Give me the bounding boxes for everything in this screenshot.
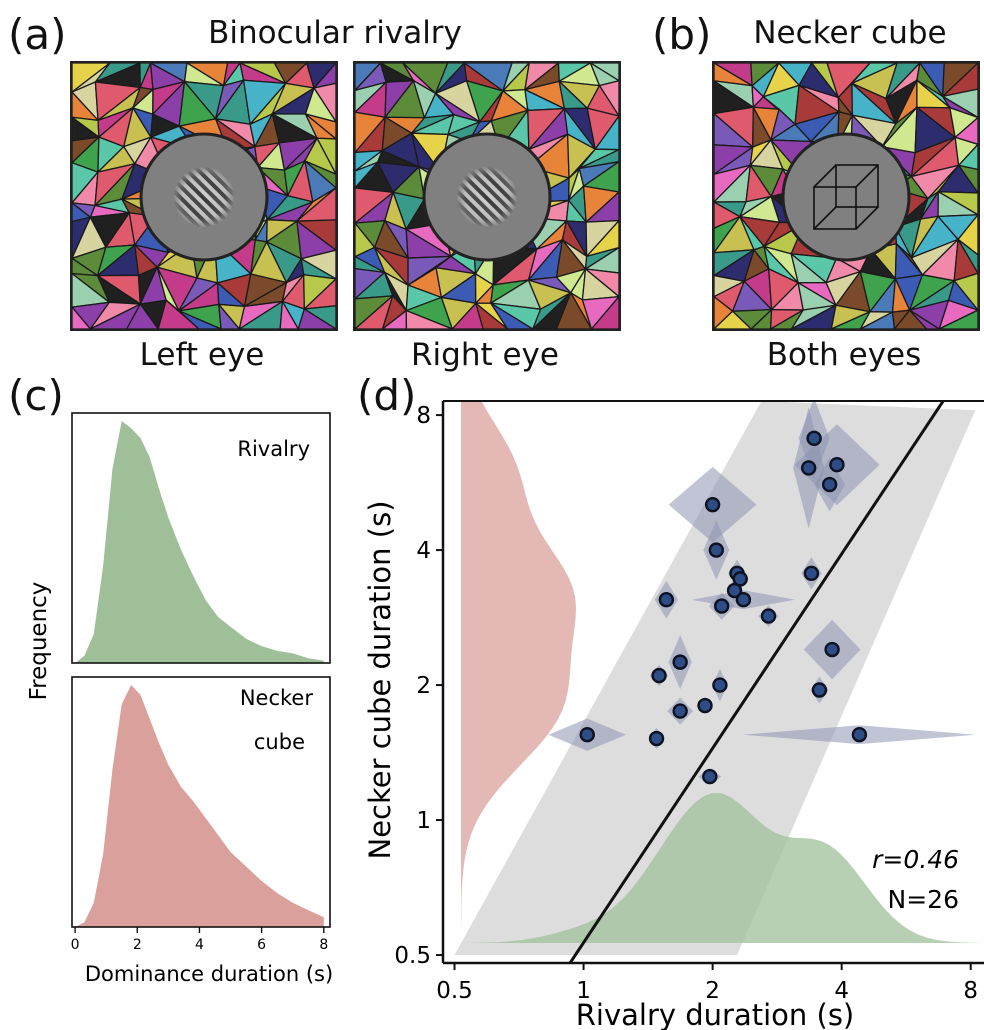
data-point bbox=[672, 703, 688, 719]
d-y-tick-label: 4 bbox=[416, 538, 431, 564]
data-point bbox=[803, 565, 820, 582]
c-x-tick-label: 0 bbox=[71, 937, 80, 953]
data-point bbox=[704, 496, 721, 513]
data-point bbox=[806, 430, 822, 447]
panel-c-xlabel: Dominance duration (s) bbox=[85, 962, 333, 986]
data-point bbox=[697, 697, 713, 714]
necker-label-line1: Necker bbox=[240, 686, 314, 710]
d-x-tick-label: 2 bbox=[705, 978, 720, 1004]
d-x-tick-label: 0.5 bbox=[436, 978, 473, 1004]
d-x-tick-label: 8 bbox=[963, 978, 978, 1004]
mosaic-tile bbox=[555, 291, 593, 329]
panel-d-chart: 0.5 1 2 4 8 0.5 1 2 4 8 Rivalry duration (s) Necker… bbox=[363, 400, 984, 1030]
data-point bbox=[800, 460, 817, 476]
c-bottom-density-area bbox=[75, 685, 324, 927]
data-point bbox=[712, 677, 728, 693]
left-eye-stimulus bbox=[70, 61, 338, 331]
r-annotation: r=0.46 bbox=[872, 845, 959, 874]
data-point bbox=[702, 768, 718, 785]
right-eye-stimulus bbox=[353, 61, 621, 331]
c-x-tick-label: 8 bbox=[319, 937, 328, 953]
mosaic-tile bbox=[909, 309, 941, 329]
regression-confidence-band bbox=[454, 401, 976, 955]
panel-c-ylabel: Frequency bbox=[26, 582, 52, 701]
mosaic-tile bbox=[125, 302, 159, 329]
left-eye-caption: Left eye bbox=[139, 337, 265, 373]
panel-a-letter: (a) bbox=[8, 10, 67, 59]
gray-disc bbox=[781, 132, 911, 262]
mosaic-tile bbox=[474, 301, 509, 329]
mosaic-tile bbox=[279, 299, 300, 329]
data-point bbox=[829, 457, 845, 473]
panel-c-chart: 0 2 4 6 8 Frequency Dominance duration (s) R… bbox=[26, 412, 333, 986]
data-point bbox=[579, 727, 595, 743]
mosaic-tile bbox=[590, 295, 619, 329]
data-point bbox=[651, 667, 667, 684]
data-point bbox=[760, 608, 777, 624]
panel-d-letter: (d) bbox=[357, 371, 417, 420]
d-x-tick-label: 1 bbox=[576, 978, 591, 1004]
d-y-tick-label: 2 bbox=[416, 673, 431, 699]
c-x-tick-label: 2 bbox=[133, 937, 142, 953]
d-y-tick-label: 1 bbox=[416, 808, 431, 834]
data-point bbox=[714, 598, 730, 614]
rivalry-marginal-density bbox=[443, 793, 982, 943]
d-y-tick-label: 0.5 bbox=[394, 943, 431, 969]
c-top-frame bbox=[71, 412, 331, 664]
data-point bbox=[708, 542, 725, 558]
data-point bbox=[648, 730, 665, 747]
mosaic-tile bbox=[297, 308, 336, 329]
necker-marginal-density bbox=[461, 401, 576, 963]
mosaic-tile bbox=[490, 302, 535, 329]
right-eye-caption: Right eye bbox=[411, 337, 559, 373]
mosaic-tile bbox=[405, 309, 453, 329]
necker-cube-stimulus bbox=[712, 61, 980, 331]
both-eyes-caption: Both eyes bbox=[766, 337, 922, 373]
panel-b-letter: (b) bbox=[652, 10, 712, 59]
d-xlabel: Rivalry duration (s) bbox=[576, 998, 855, 1030]
d-y-tick-label: 8 bbox=[416, 403, 431, 429]
data-point bbox=[732, 571, 748, 587]
regression-line bbox=[568, 401, 945, 963]
data-point bbox=[811, 682, 828, 698]
d-x-tick-label: 4 bbox=[834, 978, 849, 1004]
data-point bbox=[824, 641, 840, 658]
c-x-tick-label: 4 bbox=[195, 937, 204, 953]
panel-b-title: Necker cube bbox=[753, 15, 947, 51]
n-annotation: N=26 bbox=[888, 885, 959, 914]
mosaic-tile bbox=[178, 310, 222, 329]
data-point bbox=[658, 592, 675, 608]
rivalry-label: Rivalry bbox=[237, 437, 310, 461]
left-eye-mosaic bbox=[72, 63, 336, 329]
necker-mosaic bbox=[714, 63, 978, 329]
data-point bbox=[821, 476, 838, 493]
data-point bbox=[672, 654, 688, 670]
mosaic-tile bbox=[938, 309, 978, 329]
data-point bbox=[851, 727, 868, 743]
d-ylabel: Necker cube duration (s) bbox=[363, 500, 397, 859]
panel-a-title: Binocular rivalry bbox=[208, 15, 462, 51]
mosaic-tile bbox=[217, 302, 241, 329]
mosaic-tile bbox=[72, 306, 92, 329]
necker-label-line2: cube bbox=[254, 730, 305, 754]
c-x-tick-label: 6 bbox=[257, 937, 266, 953]
right-eye-mosaic bbox=[355, 63, 619, 329]
panel-c-letter: (c) bbox=[8, 371, 64, 420]
c-top-density-area bbox=[75, 421, 324, 663]
c-bottom-frame bbox=[71, 676, 331, 928]
necker-cube-drawing bbox=[813, 164, 879, 230]
data-point bbox=[735, 592, 752, 608]
